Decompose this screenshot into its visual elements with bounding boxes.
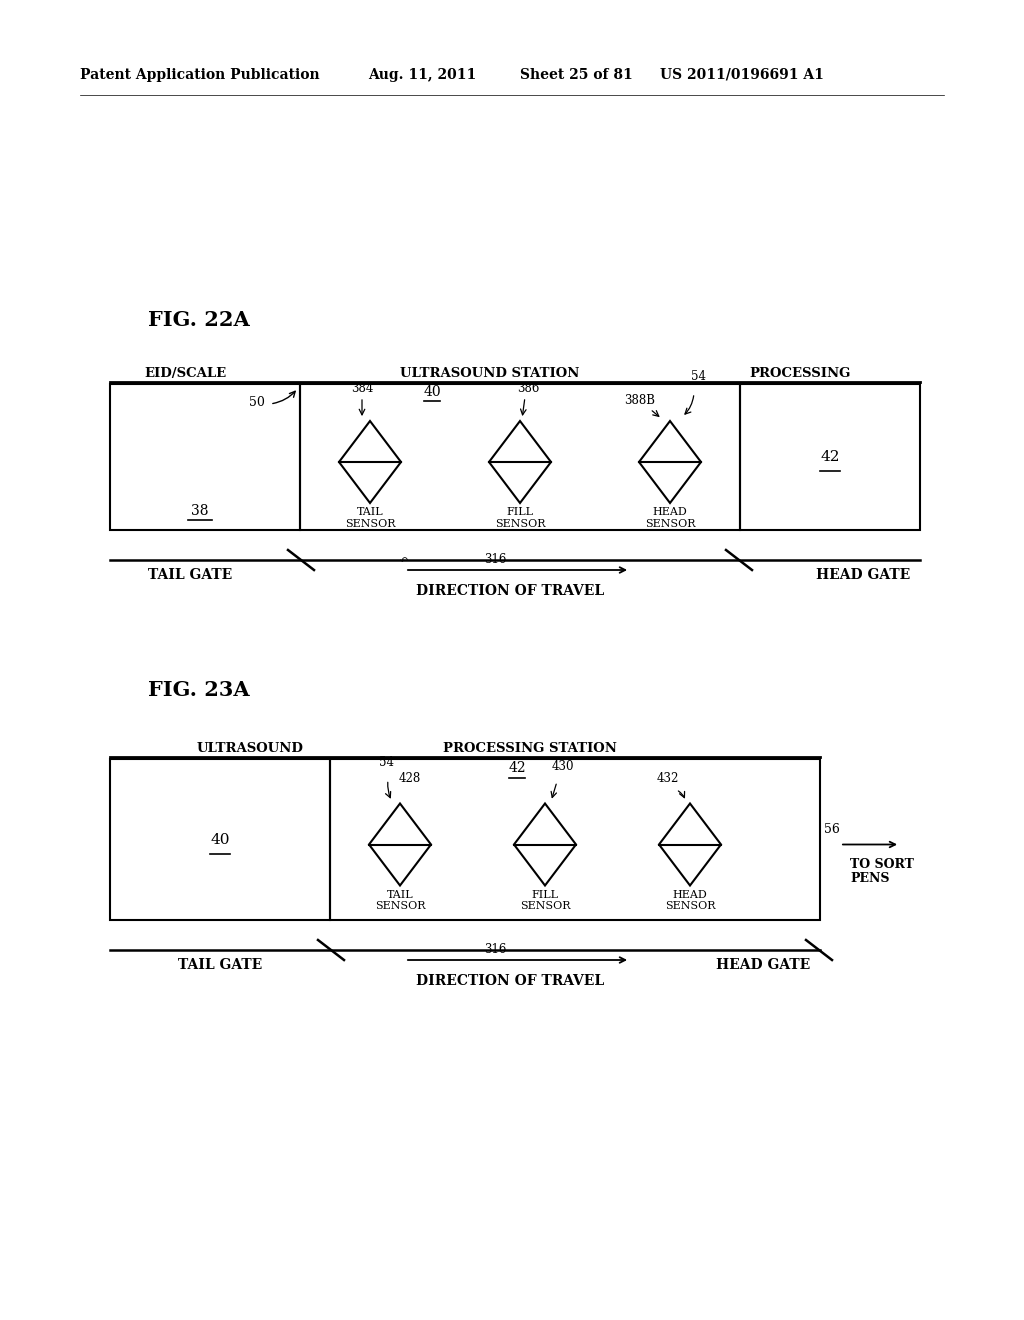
Text: TAIL GATE: TAIL GATE bbox=[147, 568, 232, 582]
Text: FIG. 22A: FIG. 22A bbox=[148, 310, 250, 330]
Text: TAIL
SENSOR: TAIL SENSOR bbox=[375, 890, 425, 911]
Text: 432: 432 bbox=[656, 772, 679, 785]
Text: 40: 40 bbox=[210, 833, 229, 846]
Bar bbox=[330, 759, 820, 920]
Text: 388B: 388B bbox=[625, 393, 655, 407]
Text: ULTRASOUND: ULTRASOUND bbox=[197, 742, 303, 755]
Text: 50: 50 bbox=[249, 396, 265, 408]
Text: PROCESSING STATION: PROCESSING STATION bbox=[443, 742, 616, 755]
Text: 56: 56 bbox=[824, 822, 840, 836]
Text: 38: 38 bbox=[191, 504, 209, 517]
Text: 42: 42 bbox=[820, 450, 840, 465]
Text: US 2011/0196691 A1: US 2011/0196691 A1 bbox=[660, 69, 824, 82]
Bar bbox=[740, 384, 920, 531]
Text: DIRECTION OF TRAVEL: DIRECTION OF TRAVEL bbox=[416, 974, 604, 987]
Text: HEAD GATE: HEAD GATE bbox=[716, 958, 810, 972]
Text: 430: 430 bbox=[552, 760, 574, 774]
Text: 428: 428 bbox=[399, 772, 421, 785]
Text: 54: 54 bbox=[690, 370, 706, 383]
Text: $\curvearrowleft$: $\curvearrowleft$ bbox=[398, 554, 410, 564]
Bar bbox=[110, 759, 330, 920]
Text: DIRECTION OF TRAVEL: DIRECTION OF TRAVEL bbox=[416, 583, 604, 598]
Text: Sheet 25 of 81: Sheet 25 of 81 bbox=[520, 69, 633, 82]
Text: TAIL
SENSOR: TAIL SENSOR bbox=[345, 507, 395, 528]
Text: ULTRASOUND STATION: ULTRASOUND STATION bbox=[400, 367, 580, 380]
Text: FILL
SENSOR: FILL SENSOR bbox=[495, 507, 545, 528]
Text: 316: 316 bbox=[483, 942, 506, 956]
Text: FILL
SENSOR: FILL SENSOR bbox=[520, 890, 570, 911]
Text: 386: 386 bbox=[517, 381, 540, 395]
Text: TAIL GATE: TAIL GATE bbox=[178, 958, 262, 972]
Text: TO SORT
PENS: TO SORT PENS bbox=[850, 858, 913, 886]
Text: 42: 42 bbox=[508, 762, 525, 776]
Text: HEAD
SENSOR: HEAD SENSOR bbox=[645, 507, 695, 528]
Text: EID/SCALE: EID/SCALE bbox=[144, 367, 226, 380]
Text: HEAD
SENSOR: HEAD SENSOR bbox=[665, 890, 715, 911]
Text: HEAD GATE: HEAD GATE bbox=[816, 568, 910, 582]
Text: 40: 40 bbox=[423, 385, 440, 399]
Text: PROCESSING: PROCESSING bbox=[750, 367, 851, 380]
Text: 54: 54 bbox=[379, 755, 393, 768]
Bar bbox=[300, 384, 740, 531]
Text: 384: 384 bbox=[351, 381, 373, 395]
Bar bbox=[110, 384, 300, 531]
Text: FIG. 23A: FIG. 23A bbox=[148, 680, 250, 700]
Text: 316: 316 bbox=[483, 553, 506, 566]
Text: Patent Application Publication: Patent Application Publication bbox=[80, 69, 319, 82]
Text: Aug. 11, 2011: Aug. 11, 2011 bbox=[368, 69, 476, 82]
